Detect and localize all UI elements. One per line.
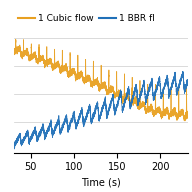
Legend: 1 Cubic flow, 1 BBR fl: 1 Cubic flow, 1 BBR fl bbox=[15, 10, 159, 26]
X-axis label: Time (s): Time (s) bbox=[81, 178, 121, 188]
